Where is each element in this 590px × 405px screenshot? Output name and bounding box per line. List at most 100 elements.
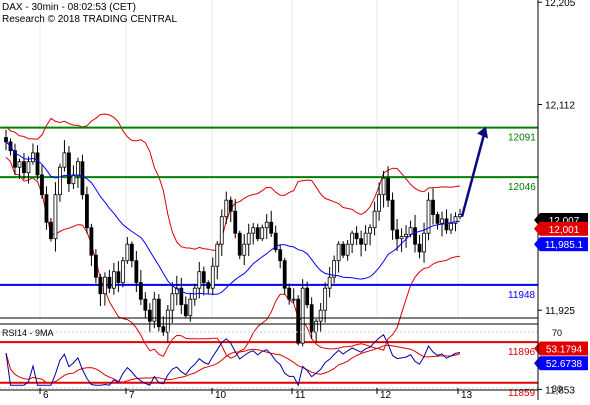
candle-body <box>314 320 319 333</box>
candle-body <box>449 222 453 231</box>
candle-body <box>58 166 62 196</box>
candle-body <box>67 152 71 185</box>
candle-body <box>287 287 292 300</box>
candle-body <box>399 236 404 240</box>
candle-body <box>444 218 449 231</box>
price-badge <box>540 237 588 252</box>
price-badge-pointer <box>534 213 540 227</box>
rsi-ma-line <box>5 344 461 384</box>
candle-body <box>206 282 211 289</box>
candle-body <box>94 254 98 278</box>
candle-body <box>62 152 67 168</box>
candle-body <box>107 276 112 289</box>
arrow-shaft <box>460 134 486 218</box>
candle-body <box>350 232 355 245</box>
candle-body <box>147 309 152 322</box>
candle-body <box>71 174 76 185</box>
rsi-panel: 70 30 53.1794 52.6738 <box>0 328 588 394</box>
candle-body <box>89 227 94 256</box>
price-tick-label: 11,853 <box>545 385 575 396</box>
time-tick-label: 13 <box>461 390 473 400</box>
candle-body <box>17 161 22 168</box>
candle-body <box>76 161 80 176</box>
price-badge-label: 12,007 <box>549 216 580 227</box>
candle-body <box>125 243 130 262</box>
candle-body <box>98 276 103 295</box>
level-label: 11859 <box>508 388 536 399</box>
candle-body <box>345 243 350 256</box>
candle-body <box>215 243 220 267</box>
time-tick-label: 11 <box>295 390 306 400</box>
candle-body <box>85 194 89 229</box>
candle-body <box>183 304 188 317</box>
candle-body <box>305 287 310 306</box>
rsi-badge-pointer <box>534 356 540 371</box>
candle-body <box>291 298 296 301</box>
rsi-badge <box>540 341 588 356</box>
candle-body <box>237 232 242 256</box>
candle-body <box>408 227 413 235</box>
candle-body <box>377 194 381 212</box>
price-tick-label: 11,925 <box>545 306 575 317</box>
arrow-head <box>477 126 488 139</box>
candle-body <box>116 271 121 284</box>
candle-body <box>31 152 35 163</box>
candle-body <box>323 287 328 311</box>
rsi-tick-label: 70 <box>552 328 562 338</box>
candle-body <box>354 232 359 240</box>
candle-body <box>453 216 458 224</box>
candle-body <box>300 287 305 344</box>
time-tick-label: 12 <box>380 390 392 400</box>
price-badge <box>540 221 588 236</box>
moving-average-line <box>5 141 461 295</box>
candle-body <box>260 227 265 240</box>
candle-body <box>174 287 179 295</box>
level-label: 11896 <box>508 347 536 358</box>
time-tick-label: 10 <box>215 390 227 400</box>
rsi-line <box>5 334 461 387</box>
candle-body <box>120 260 125 284</box>
candle-body <box>372 210 377 229</box>
candle-body <box>404 233 408 237</box>
candle-body <box>435 214 440 224</box>
candle-body <box>278 249 283 262</box>
candle-body <box>368 227 372 234</box>
candle-body <box>296 298 301 344</box>
level-label: 12046 <box>508 182 536 193</box>
candle-body <box>138 282 143 300</box>
candle-body <box>282 260 287 289</box>
candle-body <box>381 177 386 196</box>
candle-body <box>246 232 251 245</box>
candle-body <box>390 199 395 231</box>
price-tick-label: 12,205 <box>545 0 576 9</box>
candle-body <box>224 199 229 218</box>
lower-band <box>5 156 461 359</box>
candle-body <box>201 271 206 284</box>
candle-body <box>269 221 274 234</box>
candle-body <box>53 194 58 240</box>
candle-body <box>242 243 247 256</box>
candle-body <box>40 174 44 196</box>
level-label: 11948 <box>508 290 536 301</box>
rsi-badge-label: 52.6738 <box>546 359 583 370</box>
candle-body <box>273 232 278 251</box>
rsi-title: RSI14 - 9MA <box>2 328 54 338</box>
candle-body <box>80 161 85 196</box>
candle-body <box>152 298 157 322</box>
candle-body <box>143 298 148 311</box>
time-tick-label: 6 <box>43 390 49 400</box>
candle-body <box>44 194 49 223</box>
candle-body <box>422 232 426 253</box>
candle-body <box>210 265 215 289</box>
time-tick-label: 7 <box>129 390 135 400</box>
rsi-badge <box>540 356 588 371</box>
candle-body <box>363 232 368 245</box>
price-tick-label: 12,112 <box>545 101 575 112</box>
candle-body <box>386 177 390 201</box>
candle-body <box>188 298 193 317</box>
rsi-badge-label: 53.1794 <box>546 345 583 356</box>
candle-body <box>233 210 238 234</box>
candle-body <box>413 227 417 245</box>
